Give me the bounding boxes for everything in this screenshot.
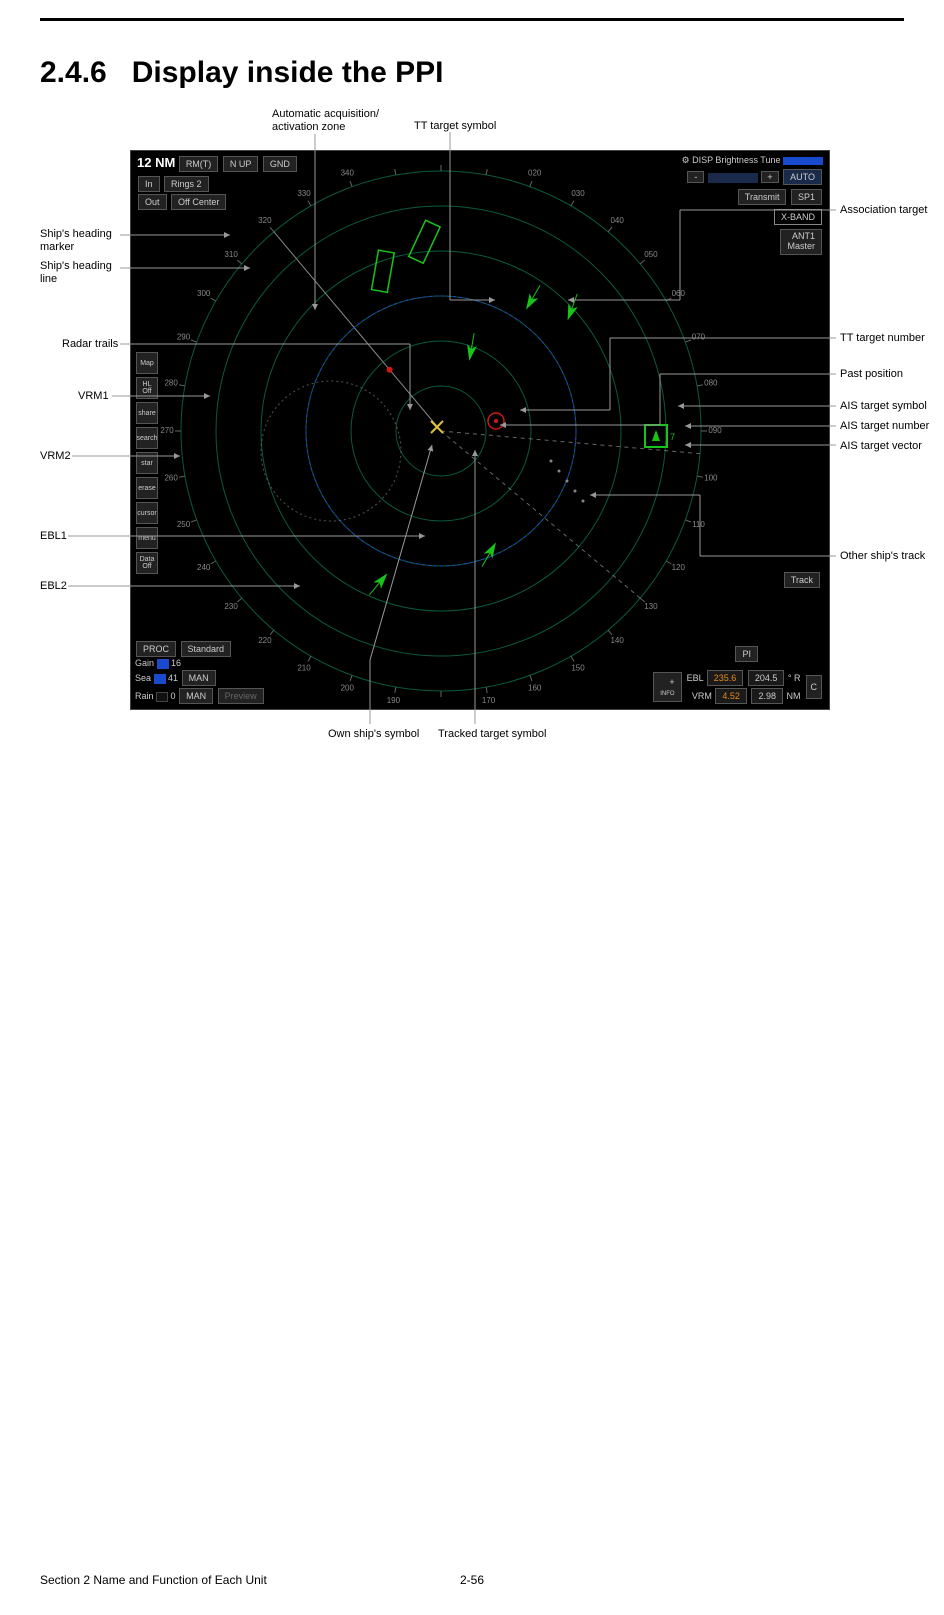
svg-text:280: 280 xyxy=(164,379,178,388)
preview-button[interactable]: Preview xyxy=(218,688,264,704)
bottom-left-panel: PROC Standard Gain 16 Sea 41 MAN Rain 0 … xyxy=(135,640,265,705)
rain-val: 0 xyxy=(171,691,176,701)
svg-text:090: 090 xyxy=(708,426,722,435)
svg-text:7: 7 xyxy=(670,432,675,442)
proc-button[interactable]: PROC xyxy=(136,641,176,657)
bottom-right-panel: +INFO EBL 235.6 204.5 ° R VRM 4.52 2.98 … xyxy=(652,669,823,705)
callout-other-track: Other ship's track xyxy=(840,550,925,563)
callout-tt-symbol: TT target symbol xyxy=(414,120,496,133)
svg-text:110: 110 xyxy=(692,520,705,529)
svg-text:130: 130 xyxy=(644,602,658,611)
callout-heading-line: Ship's heading line xyxy=(40,260,112,286)
svg-text:020: 020 xyxy=(528,169,542,178)
svg-text:240: 240 xyxy=(197,563,211,572)
gain-bar[interactable] xyxy=(157,659,169,669)
svg-text:200: 200 xyxy=(341,684,355,693)
svg-text:250: 250 xyxy=(177,520,191,529)
sea-label: Sea xyxy=(135,673,151,683)
gain-val: 16 xyxy=(171,658,181,668)
svg-text:050: 050 xyxy=(644,250,658,259)
deg-label: ° xyxy=(788,673,792,683)
svg-text:340: 340 xyxy=(341,169,355,178)
callout-ais-vector: AIS target vector xyxy=(840,440,922,453)
c-label: C xyxy=(806,675,823,699)
vrm-val1: 4.52 xyxy=(715,688,747,704)
svg-text:060: 060 xyxy=(672,289,686,298)
section-title-text: Display inside the PPI xyxy=(132,56,444,89)
callout-ais-number: AIS target number xyxy=(840,420,929,433)
callout-tt-number: TT target number xyxy=(840,332,925,345)
nm-label: NM xyxy=(787,691,801,701)
page-top-rule xyxy=(40,18,904,21)
callout-ebl2: EBL2 xyxy=(40,580,67,593)
callout-acq-zone: Automatic acquisition/ activation zone xyxy=(272,108,379,134)
ebl-val2: 204.5 xyxy=(748,670,785,686)
r-label: R xyxy=(794,673,801,683)
svg-text:270: 270 xyxy=(160,426,174,435)
sea-bar[interactable] xyxy=(154,674,166,684)
callout-heading-marker: Ship's heading marker xyxy=(40,228,112,254)
svg-text:150: 150 xyxy=(571,663,585,672)
rain-mode-button[interactable]: MAN xyxy=(179,688,213,704)
svg-text:260: 260 xyxy=(164,474,178,483)
standard-button[interactable]: Standard xyxy=(181,641,232,657)
svg-text:120: 120 xyxy=(672,563,686,572)
figure: Automatic acquisition/ activation zone T… xyxy=(0,100,944,810)
info-button[interactable]: +INFO xyxy=(653,672,681,702)
callout-vrm1: VRM1 xyxy=(78,390,109,403)
callout-ebl1: EBL1 xyxy=(40,530,67,543)
section-number: 2.4.6 xyxy=(40,56,107,89)
rain-label: Rain xyxy=(135,691,154,701)
callout-own-ship: Own ship's symbol xyxy=(328,728,419,741)
svg-text:100: 100 xyxy=(704,474,718,483)
svg-text:040: 040 xyxy=(610,216,624,225)
svg-text:210: 210 xyxy=(297,663,311,672)
callout-assoc-target: Association target xyxy=(840,204,927,217)
ebl-val1: 235.6 xyxy=(707,670,744,686)
callout-past-position: Past position xyxy=(840,368,903,381)
callout-vrm2: VRM2 xyxy=(40,450,71,463)
vrm-readout-label: VRM xyxy=(692,691,712,701)
svg-text:160: 160 xyxy=(528,684,542,693)
callout-ais-symbol: AIS target symbol xyxy=(840,400,927,413)
svg-text:330: 330 xyxy=(297,189,311,198)
svg-text:300: 300 xyxy=(197,289,211,298)
ppi-plot: 0200300400500600700800901001101201301401… xyxy=(131,151,831,711)
callout-radar-trails: Radar trails xyxy=(62,338,118,351)
rain-bar[interactable] xyxy=(156,692,168,702)
svg-text:170: 170 xyxy=(482,696,496,705)
svg-text:290: 290 xyxy=(177,332,191,341)
svg-text:230: 230 xyxy=(224,602,238,611)
track-button[interactable]: Track xyxy=(784,572,820,588)
radar-ppi-screenshot: 12 NM RM(T) N UP GND In Rings 2 Out Off … xyxy=(130,150,830,710)
vrm-val2: 2.98 xyxy=(751,688,783,704)
gain-label: Gain xyxy=(135,658,154,668)
callout-tracked-target: Tracked target symbol xyxy=(438,728,546,741)
svg-text:140: 140 xyxy=(610,636,624,645)
section-heading: 2.4.6 Display inside the PPI xyxy=(40,56,444,90)
pi-button[interactable]: PI xyxy=(735,646,758,662)
svg-text:310: 310 xyxy=(224,250,238,259)
sea-mode-button[interactable]: MAN xyxy=(182,670,216,686)
ebl-readout-label: EBL xyxy=(687,673,704,683)
svg-text:080: 080 xyxy=(704,379,718,388)
footer-page: 2-56 xyxy=(0,1573,944,1587)
sea-val: 41 xyxy=(168,673,178,683)
svg-text:190: 190 xyxy=(387,696,401,705)
svg-text:070: 070 xyxy=(692,332,706,341)
svg-text:320: 320 xyxy=(258,216,272,225)
svg-text:030: 030 xyxy=(571,189,585,198)
